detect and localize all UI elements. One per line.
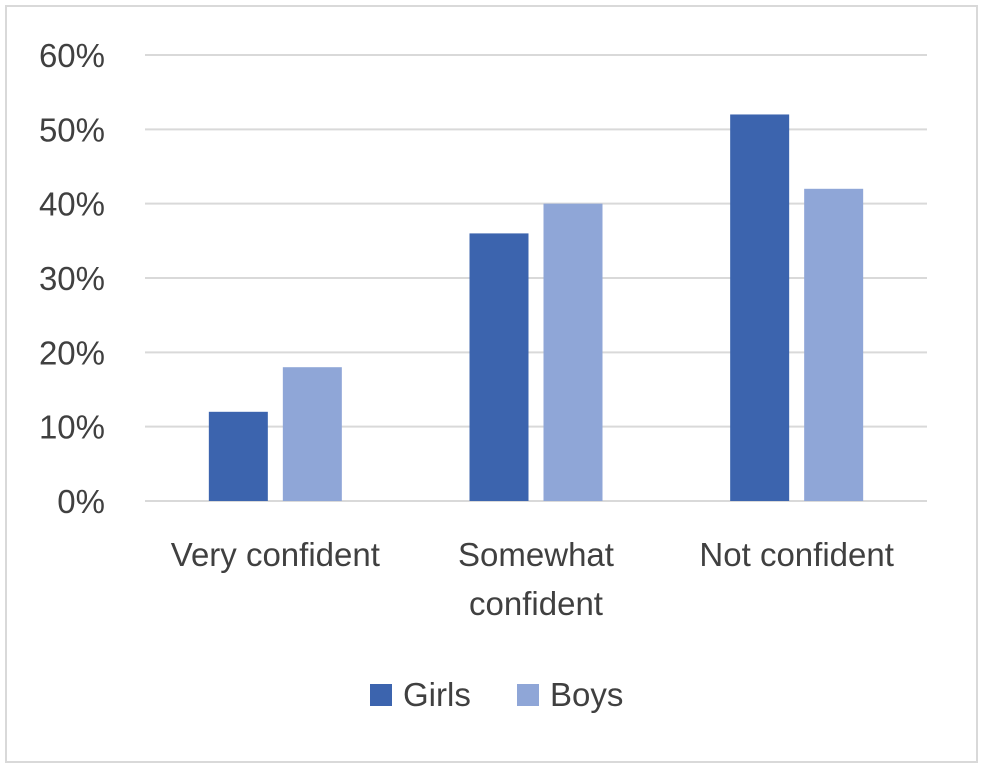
y-tick-label: 60%: [39, 37, 105, 74]
bar-girls-2: [730, 114, 790, 501]
y-tick-label: 0%: [57, 483, 105, 520]
legend-label-girls: Girls: [403, 676, 471, 713]
bars: [208, 114, 864, 502]
legend-label-boys: Boys: [550, 676, 623, 713]
bar-boys-0: [282, 367, 342, 501]
legend-swatch-boys: [517, 684, 539, 706]
gridlines: [145, 54, 927, 502]
y-axis-tick-labels: 0% 10% 20% 30% 40% 50% 60%: [39, 37, 105, 520]
y-tick-label: 30%: [39, 260, 105, 297]
bar-girls-1: [469, 233, 529, 501]
y-tick-label: 50%: [39, 111, 105, 148]
category-label: Somewhat confident: [458, 536, 614, 622]
bar-girls-0: [208, 411, 268, 501]
bar-boys-2: [804, 188, 864, 502]
y-tick-label: 20%: [39, 334, 105, 371]
category-label: Not confident: [699, 536, 893, 573]
bar-boys-1: [543, 203, 603, 501]
legend: Girls Boys: [370, 676, 623, 713]
category-label: Very confident: [171, 536, 380, 573]
legend-swatch-girls: [370, 684, 392, 706]
y-tick-label: 10%: [39, 409, 105, 446]
y-tick-label: 40%: [39, 186, 105, 223]
x-axis-category-labels: Very confident Somewhat confident Not confi…: [171, 536, 894, 622]
